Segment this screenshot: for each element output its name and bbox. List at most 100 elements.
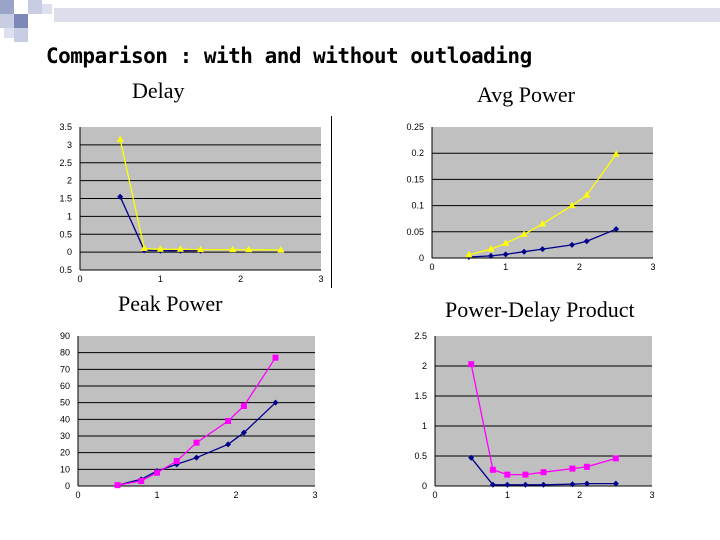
y-tick-label: 0 (65, 481, 70, 491)
deco-square (14, 28, 28, 42)
y-tick-label: 10 (60, 464, 70, 474)
y-tick-label: 0.15 (406, 174, 424, 184)
data-point (487, 245, 495, 252)
data-point (612, 150, 620, 157)
plot-area (432, 127, 653, 258)
subtitle-power-delay-product: Power-Delay Product (445, 297, 635, 322)
data-point (487, 252, 494, 259)
plot-area (78, 336, 315, 486)
y-tick-label: 0.2 (411, 148, 424, 158)
x-tick-label: 0 (432, 490, 437, 500)
data-point (240, 429, 247, 436)
y-tick-label: 0 (419, 253, 424, 263)
data-point (176, 245, 184, 252)
deco-bar (54, 8, 720, 22)
data-point (140, 244, 148, 252)
y-tick-label: 20 (60, 448, 70, 458)
y-tick-label: 2.5 (414, 331, 427, 341)
deco-square (28, 14, 42, 28)
divider-line (331, 116, 332, 288)
y-tick-label: 0.5 (59, 265, 72, 275)
data-point (569, 465, 576, 472)
y-tick-label: 2.5 (59, 158, 72, 168)
data-point (613, 226, 620, 233)
x-tick-label: 3 (650, 262, 655, 272)
x-tick-label: 1 (505, 490, 510, 500)
slide-title: Comparison : with and without outloading (46, 44, 532, 68)
data-point (612, 480, 619, 487)
data-point (583, 191, 591, 198)
data-point (539, 219, 546, 227)
y-tick-label: 0.05 (406, 227, 424, 237)
data-point (521, 248, 528, 255)
data-point (156, 245, 164, 252)
y-tick-label: 0 (67, 247, 72, 257)
data-point (465, 250, 473, 258)
y-tick-label: 0 (422, 481, 427, 491)
data-point (197, 245, 204, 253)
x-tick-label: 0 (75, 490, 80, 500)
data-point (138, 478, 145, 484)
data-point (173, 458, 180, 464)
y-tick-label: 0.5 (414, 451, 427, 461)
data-point (504, 481, 511, 488)
subtitle-delay: Delay (132, 78, 185, 103)
data-point (225, 441, 232, 448)
y-tick-label: 50 (60, 398, 70, 408)
data-point (240, 403, 247, 409)
y-tick-label: 60 (60, 381, 70, 391)
x-tick-label: 1 (158, 274, 163, 284)
data-point (502, 239, 510, 246)
x-tick-label: 3 (649, 490, 654, 500)
data-point (117, 193, 124, 200)
data-point (193, 454, 200, 461)
data-point (502, 251, 509, 258)
y-tick-label: 40 (60, 414, 70, 424)
x-tick-label: 3 (318, 274, 323, 284)
data-point (272, 354, 279, 361)
x-tick-label: 2 (577, 262, 582, 272)
data-point (522, 481, 529, 488)
data-point (540, 469, 547, 476)
series-line (117, 402, 276, 486)
data-point (468, 361, 475, 368)
y-tick-label: 1 (422, 421, 427, 431)
y-tick-label: 0.25 (406, 122, 424, 132)
y-tick-label: 0.1 (411, 201, 424, 211)
deco-square (0, 14, 14, 28)
y-tick-label: 2 (67, 176, 72, 186)
data-point (583, 463, 590, 470)
data-point (193, 439, 200, 446)
y-tick-label: 80 (60, 348, 70, 358)
x-tick-label: 2 (233, 490, 238, 500)
data-point (583, 238, 590, 245)
data-point (277, 245, 285, 253)
deco-square (42, 4, 52, 14)
x-tick-label: 0 (77, 274, 82, 284)
data-point (114, 482, 121, 489)
data-point (225, 418, 232, 424)
subtitle-avg-power: Avg Power (477, 82, 575, 107)
x-tick-label: 2 (238, 274, 243, 284)
data-point (612, 455, 619, 462)
x-tick-label: 3 (312, 490, 317, 500)
y-tick-label: 30 (60, 431, 70, 441)
data-point (116, 135, 124, 143)
data-point (229, 245, 237, 253)
y-tick-label: 1 (67, 211, 72, 221)
y-tick-label: 90 (60, 331, 70, 341)
deco-square (14, 0, 28, 14)
deco-square (14, 14, 28, 28)
data-point (583, 480, 590, 487)
data-point (569, 481, 576, 488)
y-tick-label: 0.5 (59, 229, 72, 239)
deco-square (4, 28, 14, 38)
y-tick-label: 1.5 (414, 391, 427, 401)
data-point (489, 481, 496, 488)
x-tick-label: 1 (154, 490, 159, 500)
data-point (568, 201, 576, 209)
y-tick-label: 1.5 (59, 194, 72, 204)
